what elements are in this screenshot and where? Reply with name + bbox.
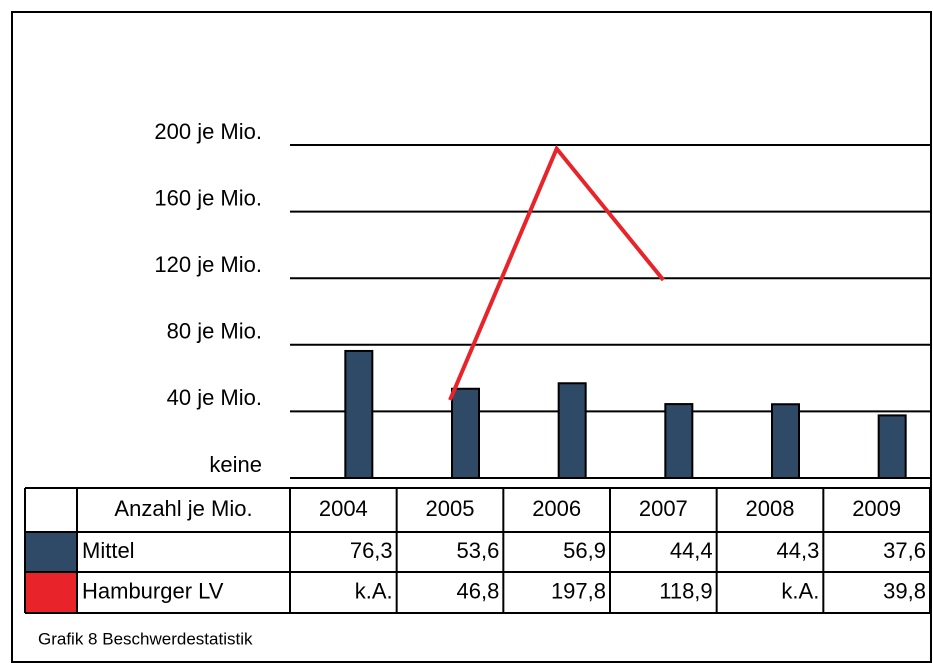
data-label: k.A. bbox=[355, 578, 393, 603]
x-tick-label: 2009 bbox=[852, 496, 901, 521]
y-tick-label: 200 je Mio. bbox=[154, 119, 262, 144]
y-tick-label: 120 je Mio. bbox=[154, 252, 262, 277]
data-label: 37,6 bbox=[883, 538, 926, 563]
legend-swatch bbox=[26, 533, 76, 571]
legend-swatch bbox=[26, 573, 76, 612]
y-tick-label: 160 je Mio. bbox=[154, 185, 262, 210]
bar bbox=[451, 387, 480, 480]
frame bbox=[11, 11, 932, 663]
data-label: 53,6 bbox=[457, 538, 500, 563]
data-label: 76,3 bbox=[350, 538, 393, 563]
data-label: 197,8 bbox=[551, 578, 606, 603]
legend-label: Mittel bbox=[82, 538, 135, 563]
data-label: 44,4 bbox=[670, 538, 713, 563]
data-label: k.A. bbox=[781, 578, 819, 603]
bar bbox=[557, 382, 587, 480]
table-header: Anzahl je Mio. bbox=[114, 496, 252, 521]
data-label: 44,3 bbox=[777, 538, 820, 563]
data-label: 56,9 bbox=[563, 538, 606, 563]
x-tick-label: 2004 bbox=[319, 496, 368, 521]
y-tick-label: 40 je Mio. bbox=[167, 385, 262, 410]
x-tick-label: 2006 bbox=[532, 496, 581, 521]
bar bbox=[344, 349, 374, 480]
bar bbox=[771, 403, 800, 480]
y-tick-label: keine bbox=[209, 452, 262, 477]
bar bbox=[877, 414, 907, 479]
caption: Grafik 8 Beschwerdestatistik bbox=[38, 629, 253, 648]
data-label: 118,9 bbox=[659, 578, 712, 603]
x-tick-label: 2007 bbox=[639, 496, 688, 521]
x-tick-label: 2008 bbox=[746, 496, 795, 521]
data-label: 46,8 bbox=[457, 578, 500, 603]
data-label: 39,8 bbox=[883, 578, 926, 603]
x-tick-label: 2005 bbox=[426, 496, 475, 521]
bar bbox=[664, 403, 694, 480]
y-tick-label: 80 je Mio. bbox=[167, 319, 262, 344]
legend-label: Hamburger LV bbox=[82, 578, 224, 603]
